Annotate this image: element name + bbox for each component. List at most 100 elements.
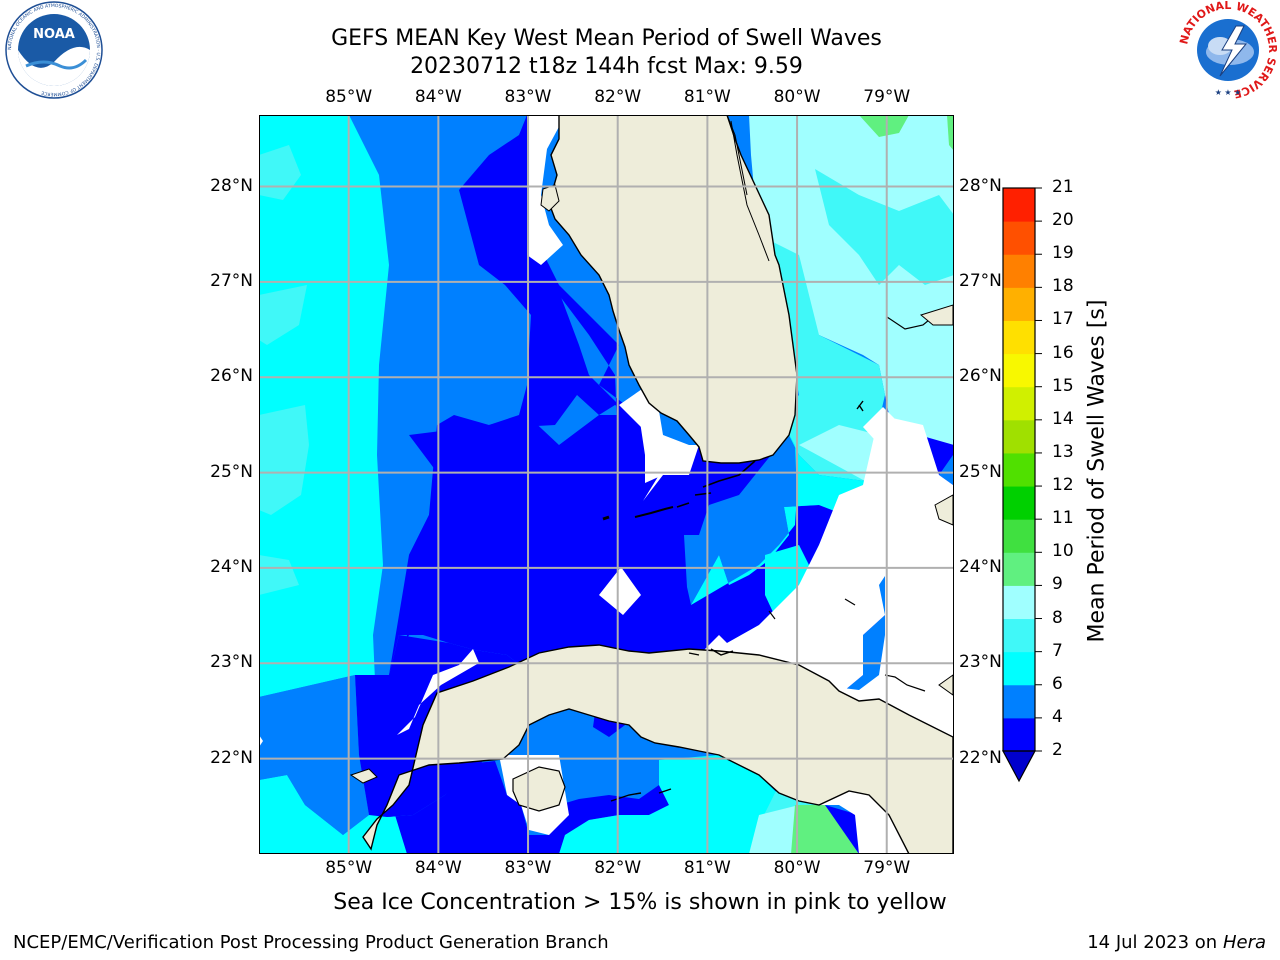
colorbar-band	[1003, 684, 1035, 719]
sea-ice-note: Sea Ice Concentration > 15% is shown in …	[333, 890, 947, 915]
colorbar-band	[1003, 585, 1035, 620]
land-western-tip	[349, 768, 378, 784]
colorbar-tick-label: 16	[1052, 342, 1074, 363]
colorbar-tick-label: 4	[1052, 706, 1063, 727]
land-lower-keys	[634, 506, 674, 518]
footer-date-text: 14 Jul 2023 on	[1087, 932, 1223, 953]
colorbar-tick-label: 12	[1052, 475, 1074, 496]
colorbar-band	[1003, 419, 1035, 454]
coast-barrier-island	[730, 120, 770, 262]
latitude-label: 23°N	[210, 652, 253, 673]
colorbar	[1002, 187, 1042, 783]
latitude-label: 27°N	[959, 270, 1002, 291]
colorbar-tick-label: 9	[1052, 574, 1063, 595]
footer-branch: NCEP/EMC/Verification Post Processing Pr…	[13, 932, 609, 953]
swell-period-below-2-gulf-west	[369, 115, 631, 765]
colorbar-band	[1003, 254, 1035, 288]
colorbar-band	[1003, 452, 1035, 487]
longitude-label: 84°W	[414, 87, 462, 107]
latitude-label: 28°N	[210, 175, 253, 196]
longitude-label: 81°W	[683, 87, 731, 107]
colorbar-band	[1003, 287, 1035, 321]
colorbar-tick-label: 15	[1052, 375, 1074, 396]
longitude-label: 85°W	[325, 858, 373, 878]
colorbar-tick-label: 14	[1052, 408, 1074, 429]
latitude-label: 23°N	[959, 652, 1002, 673]
colorbar-band	[1003, 618, 1035, 653]
land-small-cay	[768, 610, 776, 620]
colorbar-band	[1003, 651, 1035, 686]
swell-period-6-7-patch	[259, 285, 307, 345]
longitude-label: 79°W	[863, 87, 911, 107]
colorbar-band	[1003, 552, 1035, 586]
colorbar-band	[1003, 717, 1035, 752]
colorbar-band	[1003, 486, 1035, 520]
colorbar-frame	[1002, 187, 1036, 752]
latitude-label: 27°N	[210, 270, 253, 291]
no-data-area	[619, 387, 679, 501]
swell-period-4-6-south	[559, 755, 819, 854]
swell-period-9-10-patch	[947, 115, 954, 151]
longitude-label: 80°W	[773, 858, 821, 878]
latitude-label: 26°N	[210, 366, 253, 387]
land-key-west	[602, 515, 610, 521]
swell-period-4-6-straits	[691, 415, 879, 605]
colorbar-tick-label: 10	[1052, 541, 1074, 562]
colorbar-tick-label: 20	[1052, 210, 1074, 231]
latitude-label: 24°N	[959, 556, 1002, 577]
swell-period-9-10-patch	[859, 115, 909, 137]
colorbar-tick-label: 2	[1052, 740, 1063, 760]
colorbar-label: Mean Period of Swell Waves [s]	[1084, 299, 1110, 643]
land-isla-de-la-juventud	[512, 766, 566, 812]
longitude-label: 85°W	[325, 87, 373, 107]
swell-period-9-10-south	[791, 805, 859, 854]
colorbar-band	[1003, 320, 1035, 355]
colorbar-tick-label: 18	[1052, 276, 1074, 297]
swell-period-below-2-cuba-south	[387, 761, 669, 854]
colorbar-extend-min-arrow	[1002, 750, 1036, 783]
land-northern-cays	[884, 674, 926, 692]
longitude-label: 84°W	[414, 858, 462, 878]
colorbar-tick-label: 21	[1052, 177, 1074, 197]
swell-period-6-7-patch	[259, 405, 309, 515]
footer-host: Hera	[1222, 932, 1266, 953]
land-cays	[658, 788, 672, 794]
colorbar-tick-label: 7	[1052, 640, 1063, 661]
land-cuba	[362, 644, 954, 854]
swell-period-8-9-atlantic	[749, 115, 954, 445]
colorbar-tick-label: 13	[1052, 441, 1074, 462]
colorbar-band	[1003, 188, 1035, 222]
colorbar-tick-label: 6	[1052, 673, 1063, 694]
plot-title-forecast-line: 20230712 t18z 144h fcst Max: 9.59	[410, 54, 803, 79]
longitude-label: 81°W	[683, 858, 731, 878]
swell-period-6-7-patch	[259, 555, 299, 595]
longitude-label: 79°W	[863, 858, 911, 878]
swell-period-7-8-atlantic	[815, 169, 954, 285]
colorbar-tick-label: 8	[1052, 607, 1063, 628]
colorbar-band	[1003, 221, 1035, 255]
latitude-label: 24°N	[210, 556, 253, 577]
nws-logo: NATIONAL WEATHER SERVICE ★ ★ ★	[1177, 0, 1279, 100]
no-data-area	[527, 115, 563, 265]
map-panel	[259, 115, 954, 854]
longitude-label: 83°W	[504, 87, 552, 107]
graticule	[259, 115, 954, 854]
land-florida	[548, 115, 798, 464]
no-data-area	[397, 649, 479, 735]
noaa-logo-text: NOAA	[33, 27, 75, 42]
latitude-label: 25°N	[959, 461, 1002, 482]
land-cays-north	[688, 648, 734, 656]
land-cay-sal	[844, 598, 856, 606]
svg-text:★ ★ ★: ★ ★ ★	[1215, 88, 1242, 97]
colorbar-band	[1003, 519, 1035, 553]
swell-period-below-2-central	[389, 415, 863, 685]
footer-date: 14 Jul 2023 on Hera	[1087, 932, 1266, 953]
colorbar-band	[1003, 386, 1035, 421]
noaa-logo: NOAA NATIONAL OCEANIC AND ATMOSPHERIC AD…	[5, 1, 103, 99]
longitude-label: 82°W	[594, 87, 642, 107]
no-data-area	[863, 407, 903, 449]
colorbar-band	[1003, 353, 1035, 388]
colorbar-tick-label: 11	[1052, 508, 1074, 529]
longitude-label: 80°W	[773, 87, 821, 107]
